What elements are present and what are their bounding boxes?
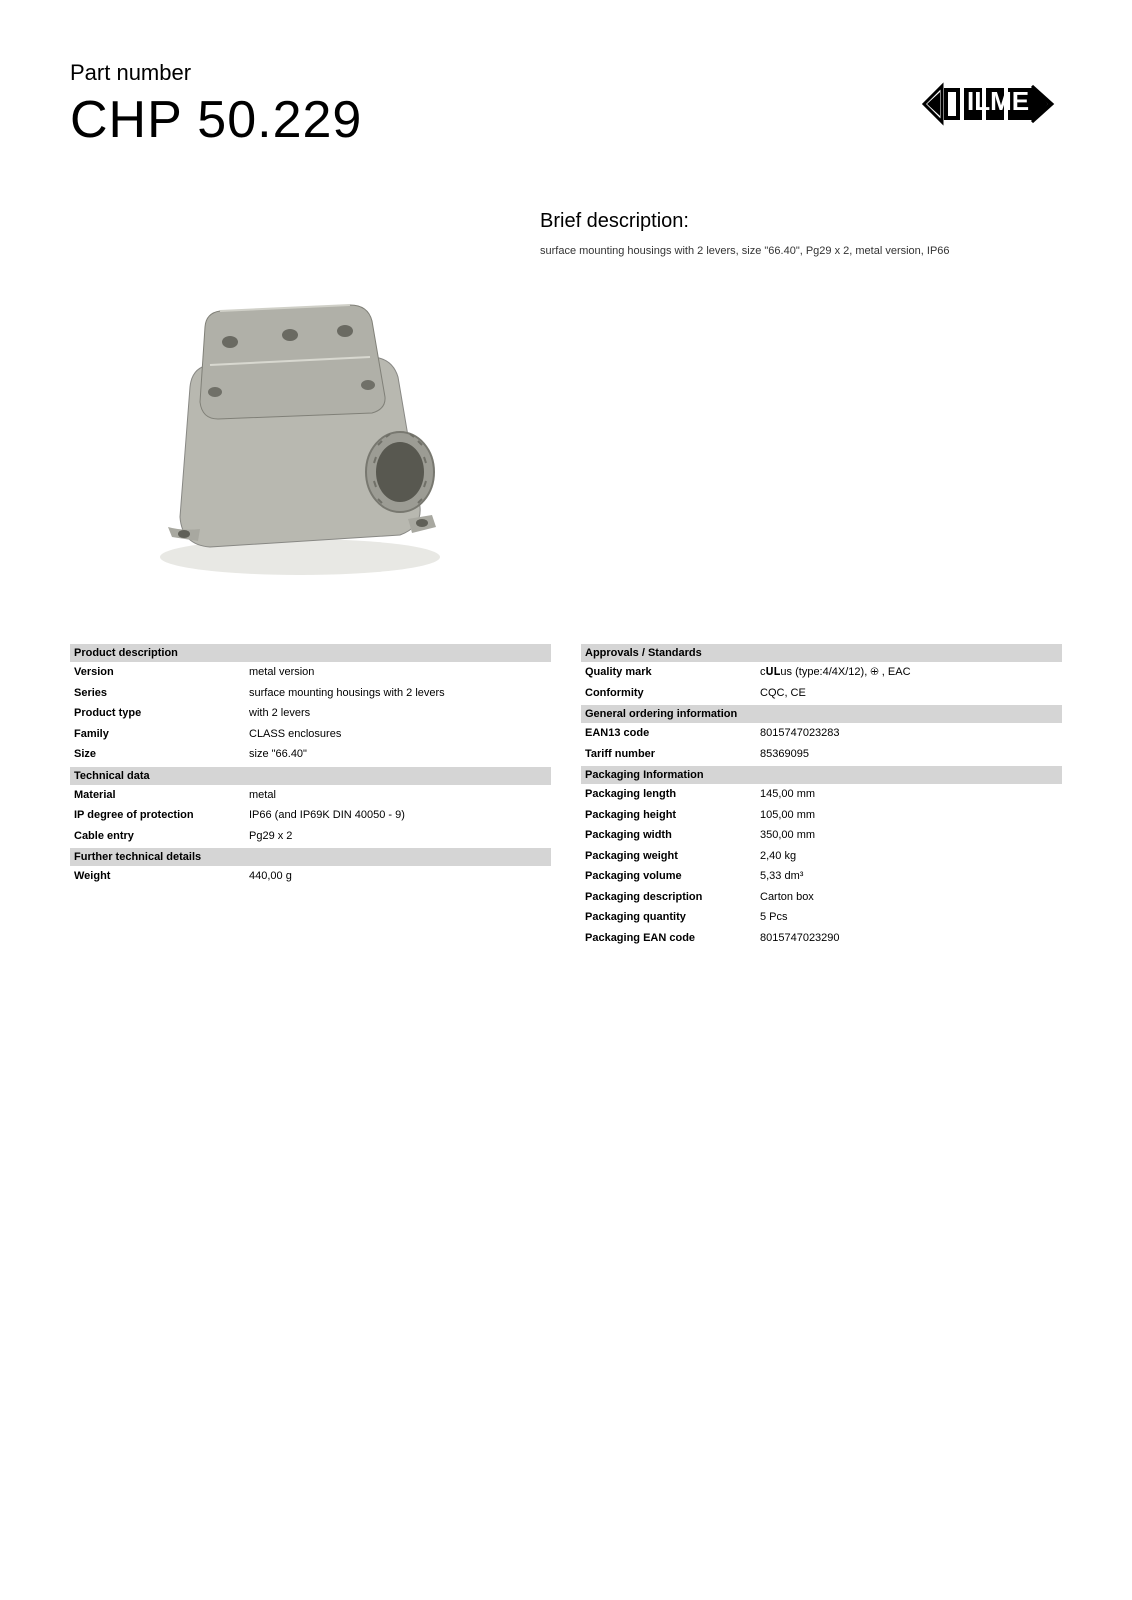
- section-header: Technical data: [70, 767, 551, 785]
- spec-label: Material: [74, 787, 249, 804]
- spec-label: Tariff number: [585, 746, 760, 763]
- spec-label: Packaging width: [585, 827, 760, 844]
- spec-value: metal: [249, 787, 547, 804]
- section-header: Approvals / Standards: [581, 644, 1062, 662]
- spec-row: IP degree of protectionIP66 (and IP69K D…: [70, 805, 551, 826]
- spec-row: Packaging EAN code8015747023290: [581, 928, 1062, 949]
- spec-label: Packaging EAN code: [585, 930, 760, 947]
- spec-row: Quality markc𝐔𝐋us (type:4/4X/12), ⊕ , EA…: [581, 662, 1062, 683]
- spec-value: 440,00 g: [249, 868, 547, 885]
- brief-description-section: Brief description: surface mounting hous…: [540, 210, 1062, 257]
- spec-label: Product type: [74, 705, 249, 722]
- spec-label: Family: [74, 726, 249, 743]
- spec-value: Pg29 x 2: [249, 828, 547, 845]
- spec-row: Seriessurface mounting housings with 2 l…: [70, 683, 551, 704]
- spec-label: Conformity: [585, 685, 760, 702]
- spec-row: Product typewith 2 levers: [70, 703, 551, 724]
- spec-columns: Product descriptionVersionmetal versionS…: [70, 642, 1062, 948]
- spec-label: Packaging volume: [585, 868, 760, 885]
- section-header: General ordering information: [581, 705, 1062, 723]
- spec-row: Tariff number85369095: [581, 744, 1062, 765]
- spec-label: Cable entry: [74, 828, 249, 845]
- spec-row: Weight440,00 g: [70, 866, 551, 887]
- spec-label: Packaging height: [585, 807, 760, 824]
- spec-value: with 2 levers: [249, 705, 547, 722]
- spec-value: 145,00 mm: [760, 786, 1058, 803]
- spec-label: Version: [74, 664, 249, 681]
- section-header: Further technical details: [70, 848, 551, 866]
- svg-text:ILME: ILME: [967, 86, 1029, 116]
- spec-row: Sizesize "66.40": [70, 744, 551, 765]
- spec-value: 5,33 dm³: [760, 868, 1058, 885]
- spec-label: Packaging weight: [585, 848, 760, 865]
- right-column: Approvals / StandardsQuality markc𝐔𝐋us (…: [581, 642, 1062, 948]
- spec-value: Carton box: [760, 889, 1058, 906]
- spec-value: IP66 (and IP69K DIN 40050 - 9): [249, 807, 547, 824]
- section-header: Packaging Information: [581, 766, 1062, 784]
- spec-value: surface mounting housings with 2 levers: [249, 685, 547, 702]
- spec-label: Weight: [74, 868, 249, 885]
- spec-row: Cable entryPg29 x 2: [70, 826, 551, 847]
- spec-row: ConformityCQC, CE: [581, 683, 1062, 704]
- page-header: Part number CHP 50.229 ILME: [70, 60, 1062, 150]
- spec-row: Packaging height105,00 mm: [581, 805, 1062, 826]
- spec-row: Packaging weight2,40 kg: [581, 846, 1062, 867]
- spec-value: c𝐔𝐋us (type:4/4X/12), ⊕ , EAC: [760, 664, 1058, 681]
- brief-description-title: Brief description:: [540, 210, 1062, 233]
- spec-label: Quality mark: [585, 664, 760, 681]
- spec-row: FamilyCLASS enclosures: [70, 724, 551, 745]
- part-number-value: CHP 50.229: [70, 90, 362, 150]
- spec-row: Packaging quantity5 Pcs: [581, 907, 1062, 928]
- spec-label: IP degree of protection: [74, 807, 249, 824]
- spec-row: Materialmetal: [70, 785, 551, 806]
- spec-value: 8015747023283: [760, 725, 1058, 742]
- spec-label: EAN13 code: [585, 725, 760, 742]
- spec-value: 85369095: [760, 746, 1058, 763]
- part-number-label: Part number: [70, 60, 362, 86]
- spec-row: Packaging volume5,33 dm³: [581, 866, 1062, 887]
- brand-logo: ILME: [922, 68, 1062, 145]
- spec-value: 350,00 mm: [760, 827, 1058, 844]
- left-column: Product descriptionVersionmetal versionS…: [70, 642, 551, 948]
- spec-value: size "66.40": [249, 746, 547, 763]
- spec-label: Packaging description: [585, 889, 760, 906]
- product-image: [110, 257, 1062, 602]
- spec-row: Packaging length145,00 mm: [581, 784, 1062, 805]
- spec-row: Versionmetal version: [70, 662, 551, 683]
- spec-label: Packaging length: [585, 786, 760, 803]
- title-block: Part number CHP 50.229: [70, 60, 362, 150]
- spec-value: 8015747023290: [760, 930, 1058, 947]
- spec-row: Packaging width350,00 mm: [581, 825, 1062, 846]
- spec-label: Series: [74, 685, 249, 702]
- spec-value: CQC, CE: [760, 685, 1058, 702]
- spec-row: Packaging descriptionCarton box: [581, 887, 1062, 908]
- spec-value: 2,40 kg: [760, 848, 1058, 865]
- spec-label: Packaging quantity: [585, 909, 760, 926]
- spec-label: Size: [74, 746, 249, 763]
- spec-value: CLASS enclosures: [249, 726, 547, 743]
- spec-value: 105,00 mm: [760, 807, 1058, 824]
- spec-value: metal version: [249, 664, 547, 681]
- brief-description-text: surface mounting housings with 2 levers,…: [540, 245, 1062, 257]
- spec-value: 5 Pcs: [760, 909, 1058, 926]
- section-header: Product description: [70, 644, 551, 662]
- spec-row: EAN13 code8015747023283: [581, 723, 1062, 744]
